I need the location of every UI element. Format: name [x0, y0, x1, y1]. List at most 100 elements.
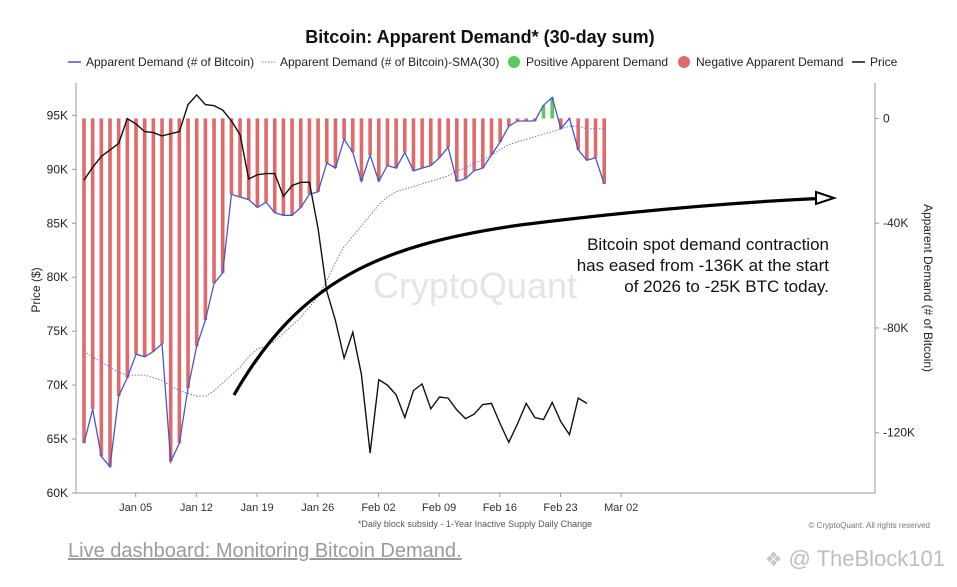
negative-demand-bar: [481, 118, 485, 169]
y-left-tick-label: 80K: [47, 270, 68, 284]
negative-demand-bar: [498, 118, 502, 142]
y-left-tick-label: 60K: [47, 486, 68, 500]
negative-demand-bar: [168, 118, 173, 462]
negative-demand-bar: [472, 118, 476, 171]
negative-demand-bar: [203, 118, 208, 321]
annotation-arrow: [232, 196, 829, 396]
negative-demand-bar: [394, 118, 398, 169]
y-left-tick-label: 65K: [47, 432, 68, 446]
negative-demand-bar: [385, 118, 390, 166]
negative-demand-bar: [463, 118, 468, 179]
negative-demand-bar: [194, 118, 199, 347]
y-left-tick-label: 85K: [47, 216, 68, 230]
y-right-tick-label: -80K: [883, 321, 908, 335]
annotation-line-1: Bitcoin spot demand contraction: [587, 235, 829, 254]
negative-demand-bar: [90, 118, 95, 410]
chart-watermark: CryptoQuant: [373, 265, 577, 306]
demand-series-line: [83, 96, 605, 469]
negative-demand-bar: [507, 118, 511, 127]
series-lines: [83, 93, 605, 469]
negative-demand-bar: [602, 118, 606, 184]
brand-logo-icon: ❖: [764, 548, 783, 571]
negative-demand-bar: [576, 118, 580, 150]
y-axis-left-label: Price ($): [29, 267, 43, 312]
credit: © CryptoQuant. All rights reserved: [809, 521, 931, 530]
legend-label: Negative Apparent Demand: [696, 55, 843, 69]
y-left-tick-label: 95K: [47, 108, 68, 122]
legend-label: Apparent Demand (# of Bitcoin)-SMA(30): [280, 55, 499, 69]
annotation-line-3: of 2026 to -25K BTC today.: [624, 277, 829, 296]
negative-demand-bar: [134, 118, 138, 355]
x-tick-label: Jan 05: [119, 502, 152, 514]
negative-demand-bar: [420, 118, 424, 169]
x-tick-label: Jan 19: [241, 502, 274, 514]
negative-demand-bar: [160, 118, 164, 344]
negative-demand-bar: [151, 118, 156, 352]
legend: Apparent Demand (# of Bitcoin) Apparent D…: [68, 55, 898, 69]
price-series-line: [83, 93, 588, 454]
x-tick-label: Feb 23: [543, 502, 577, 514]
y-left-tick-label: 70K: [47, 378, 68, 392]
negative-demand-bar: [186, 118, 190, 389]
axes: 60K 65K 70K 75K 80K 85K 90K 95K 0 -40K -80K -120K Ja…: [47, 83, 915, 514]
negative-demand-bar: [316, 118, 320, 192]
chart-title: Bitcoin: Apparent Demand* (30-day sum): [305, 27, 654, 47]
annotation-arrowhead: [815, 190, 838, 206]
x-tick-label: Feb 02: [361, 502, 395, 514]
positive-demand-bar: [550, 97, 554, 119]
x-tick-label: Feb 09: [422, 502, 456, 514]
negative-demand-bar: [411, 118, 416, 171]
annotation-line-2: has eased from -136K at the start: [577, 256, 830, 275]
footnote: *Daily block subsidy - 1-Year Inactive S…: [358, 519, 592, 529]
negative-demand-bar: [298, 118, 303, 208]
negative-demand-bar: [264, 118, 268, 203]
y-left-tick-label: 90K: [47, 162, 68, 176]
negative-demand-bar: [585, 118, 589, 161]
negative-demand-bar: [272, 118, 277, 213]
negative-demand-bar: [437, 118, 442, 158]
negative-demand-bar: [402, 118, 407, 153]
negative-demand-bar: [281, 118, 286, 216]
chart: Bitcoin: Apparent Demand* (30-day sum) A…: [29, 27, 935, 530]
legend-swatch-dot: [508, 56, 520, 68]
negative-demand-bar: [455, 118, 459, 182]
negative-demand-bar: [324, 118, 329, 163]
negative-demand-bar: [142, 118, 147, 357]
legend-label: Price: [870, 55, 898, 69]
y-left-tick-label: 75K: [47, 324, 68, 338]
negative-demand-bar: [125, 118, 130, 378]
brand-watermark: ❖ @ TheBlock101: [765, 546, 945, 572]
positive-demand-bar: [541, 105, 546, 119]
x-tick-label: Feb 16: [483, 502, 517, 514]
dashboard-link[interactable]: Live dashboard: Monitoring Bitcoin Deman…: [68, 540, 462, 562]
negative-demand-bar: [333, 118, 338, 169]
negative-demand-bar: [238, 118, 242, 197]
sma-series-line: [83, 125, 605, 397]
negative-demand-bar: [350, 118, 355, 153]
legend-label: Apparent Demand (# of Bitcoin): [86, 55, 254, 69]
negative-demand-bar: [229, 118, 234, 195]
negative-demand-bar: [255, 118, 260, 208]
negative-demand-bar: [212, 118, 216, 284]
negative-demand-bar: [342, 118, 346, 140]
negative-demand-bar: [99, 118, 104, 457]
negative-demand-bar: [524, 118, 528, 121]
negative-demand-bar: [177, 118, 182, 444]
negative-demand-bar: [82, 118, 86, 444]
negative-demand-bar: [376, 118, 381, 182]
y-axis-right-label: Apparent Demand (# of Bitcoin): [921, 204, 935, 372]
brand-handle: @ TheBlock101: [788, 546, 945, 571]
negative-demand-bar: [429, 118, 433, 166]
bars: [82, 97, 606, 467]
negative-demand-bar: [446, 118, 450, 148]
y-right-tick-label: -40K: [883, 216, 908, 230]
y-right-tick-label: 0: [883, 111, 890, 125]
negative-demand-bar: [220, 118, 225, 273]
negative-demand-bar: [290, 118, 294, 216]
negative-demand-bar: [489, 118, 494, 156]
x-tick-label: Jan 26: [301, 502, 334, 514]
negative-demand-bar: [515, 118, 520, 121]
negative-demand-bar: [108, 118, 112, 467]
negative-demand-bar: [359, 118, 364, 182]
legend-label: Positive Apparent Demand: [526, 55, 668, 69]
